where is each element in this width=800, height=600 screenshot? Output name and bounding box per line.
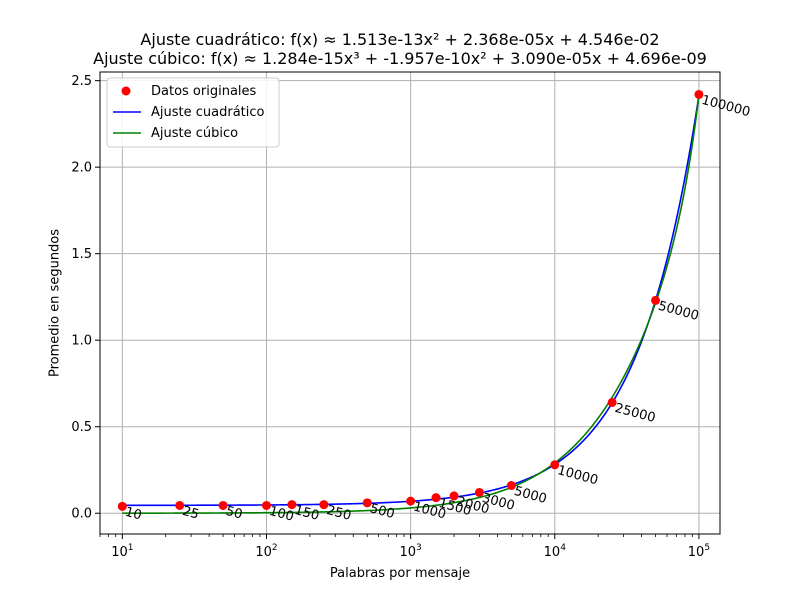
data-point <box>287 500 297 510</box>
data-point <box>550 460 560 470</box>
x-tick-label: 103 <box>399 543 421 560</box>
data-point-label: 10000 <box>556 463 600 488</box>
data-point <box>261 500 271 510</box>
data-point <box>406 496 416 506</box>
y-axis-label: Promedio en segundos <box>47 228 63 378</box>
data-point-label: 100000 <box>700 93 752 120</box>
data-point <box>607 397 617 407</box>
chart-title-line-2: Ajuste cúbico: f(x) ≈ 1.284e-15x³ + -1.9… <box>93 49 707 68</box>
data-point <box>362 498 372 508</box>
x-axis-label: Palabras por mensaje <box>329 566 471 581</box>
data-point-label: 100 <box>267 504 295 525</box>
x-tick-label: 101 <box>111 543 133 560</box>
data-point-label: 10 <box>123 505 143 524</box>
fit-line-cubic <box>122 94 700 514</box>
x-tick-label: 105 <box>688 543 710 560</box>
data-point <box>506 481 516 491</box>
data-point-label: 50 <box>224 504 244 523</box>
data-point-label: 5000 <box>512 484 548 507</box>
y-tick-label: 2.5 <box>71 74 92 89</box>
data-point <box>175 500 185 510</box>
data-point <box>694 89 704 99</box>
data-point-label: 500 <box>368 501 396 522</box>
data-points <box>117 89 704 511</box>
data-point <box>117 501 127 511</box>
data-point <box>449 491 459 501</box>
data-point <box>319 500 329 510</box>
data-point <box>651 295 661 305</box>
y-tick-label: 2.0 <box>71 161 92 176</box>
y-tick-label: 0.0 <box>71 507 92 522</box>
legend-label-cubic: Ajuste cúbico <box>151 126 238 141</box>
axes-frame <box>99 71 721 535</box>
legend-label-points: Datos originales <box>151 84 257 99</box>
legend-marker-points <box>121 86 131 96</box>
legend-label-quadratic: Ajuste cuadrático <box>151 105 265 120</box>
data-point <box>474 487 484 497</box>
x-tick-label: 104 <box>544 543 567 560</box>
data-point <box>431 493 441 503</box>
axis-ticks: 101 102 103 104 105 0.0 0.5 1.0 1.5 2.0 2.5 <box>71 74 710 560</box>
y-tick-label: 1.0 <box>71 334 92 349</box>
x-tick-label: 102 <box>255 543 277 560</box>
chart-title-line-1: Ajuste cuadrático: f(x) ≈ 1.513e-13x² + … <box>140 30 660 49</box>
data-point-label: 150 <box>293 503 321 524</box>
data-point-label: 250 <box>325 503 353 524</box>
data-point-label: 25000 <box>613 401 657 426</box>
y-tick-label: 0.5 <box>71 420 92 435</box>
data-point <box>218 500 228 510</box>
legend: Datos originales Ajuste cuadrático Ajuste … <box>106 77 280 148</box>
y-tick-label: 1.5 <box>71 247 92 262</box>
data-point-label: 25 <box>181 504 201 523</box>
data-point-label: 50000 <box>657 299 701 324</box>
legend-box <box>106 77 280 148</box>
